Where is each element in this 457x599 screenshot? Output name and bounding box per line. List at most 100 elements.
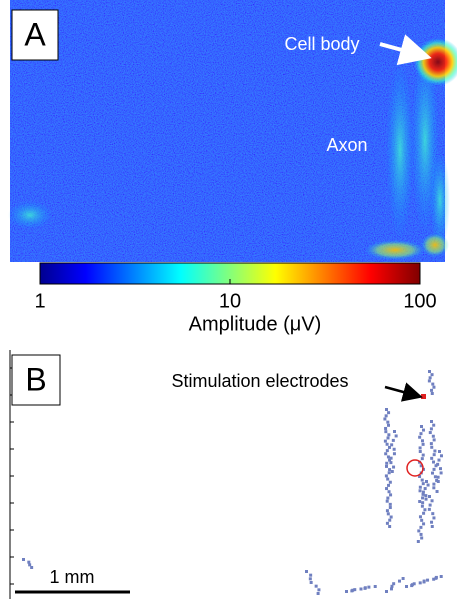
electrode [423,508,427,512]
scale-bar-label: 1 mm [50,567,95,587]
electrode [418,435,422,439]
electrode [435,490,439,493]
electrode [314,584,318,588]
electrode [386,420,390,424]
electrode [432,467,436,471]
electrode [420,457,424,461]
electrode [305,570,308,573]
electrode [430,420,433,423]
electrode [386,512,390,516]
electrode [428,503,432,507]
arrow [384,382,423,402]
electrode [430,525,434,528]
electrode [424,494,428,498]
electrode [429,442,433,446]
electrode [432,577,436,581]
electrode [432,385,436,389]
electrode [351,588,355,592]
electrode [418,489,422,493]
electrode [436,480,440,483]
electrode [388,506,392,510]
electrode [430,520,434,524]
electrode [385,408,388,411]
electrode [410,583,414,587]
electrode [426,483,430,487]
electrode [22,558,25,561]
electrode [389,461,393,465]
electrode [420,439,424,443]
electrode [421,482,425,486]
panel-label-box [11,354,61,406]
electrode [417,529,421,533]
electrode [388,458,392,462]
electrode [392,447,396,451]
annotation: Axon [326,135,367,155]
electrode [28,563,32,567]
electrode [386,477,390,481]
electrode [309,581,313,584]
electrode [429,427,433,431]
electrode [412,582,416,586]
electrode [405,585,408,588]
electrode [416,540,420,543]
electrode [433,475,437,479]
electrode [420,504,424,508]
electrode [383,417,387,421]
electrode [438,450,441,453]
electrode [386,496,390,500]
electrode [388,518,392,522]
electrode [420,425,423,428]
electrode [420,478,424,482]
electrode [389,456,393,460]
electrode [384,452,388,456]
panel-label-box [11,9,59,61]
electrode [384,414,388,418]
electrode [316,592,320,595]
electrode [421,490,425,494]
electrode [386,455,390,459]
electrode [386,436,390,440]
electrode [432,516,436,520]
electrode [419,432,423,436]
electrode [431,512,435,516]
electrode [418,450,422,453]
electrode [385,521,389,525]
electrode [388,525,392,528]
electrode [359,587,363,591]
annotation: Stimulation electrodes [171,371,348,391]
amplitude-map [8,0,457,262]
electrode [389,515,393,519]
electrode [434,575,438,579]
electrode [419,464,423,468]
electrode [384,430,388,434]
electrode [387,490,391,494]
electrode [430,373,434,377]
electrode [426,578,430,582]
electrode [430,388,434,392]
electrode [353,588,357,592]
electrode [394,434,398,438]
electrode [419,532,423,536]
electrode [418,446,422,450]
electrode [432,438,436,442]
electrode [425,480,428,483]
electrode [421,496,425,500]
electrode [30,566,34,569]
electrode [428,370,431,373]
electrode [385,449,389,453]
electrode [439,575,443,578]
electrode [345,590,348,593]
electrode [421,492,425,496]
electrode [385,487,389,491]
electrode [432,460,436,464]
panel-label: A [24,16,46,52]
electrode [385,464,389,468]
electrode [436,475,440,479]
electrode [424,497,428,501]
electrode [421,428,425,432]
electrode [432,486,436,490]
electrode [392,452,396,456]
electrode [422,511,426,515]
electrode [384,426,388,430]
